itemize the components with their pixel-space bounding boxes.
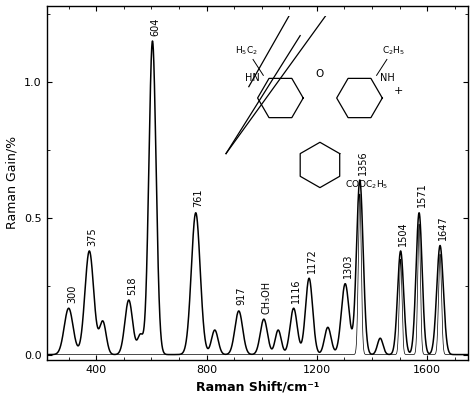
Text: COOC$_2$H$_5$: COOC$_2$H$_5$: [345, 179, 389, 191]
Text: 604: 604: [150, 17, 160, 36]
Y-axis label: Raman Gain/%: Raman Gain/%: [6, 136, 18, 229]
Text: 1172: 1172: [307, 248, 317, 273]
Text: 1116: 1116: [292, 278, 301, 303]
Text: HN: HN: [245, 73, 260, 83]
Text: 1571: 1571: [417, 183, 427, 207]
Text: 1356: 1356: [357, 150, 367, 175]
Text: NH: NH: [380, 73, 395, 83]
Text: C$_2$H$_5$: C$_2$H$_5$: [382, 45, 405, 57]
Text: 917: 917: [237, 287, 246, 306]
Text: 1504: 1504: [398, 221, 409, 245]
Text: 375: 375: [88, 227, 98, 245]
Text: +: +: [394, 86, 403, 96]
Text: 300: 300: [67, 284, 77, 303]
Text: O: O: [316, 69, 324, 79]
Text: CH₃OH: CH₃OH: [262, 280, 272, 314]
Text: H$_5$C$_2$: H$_5$C$_2$: [235, 45, 258, 57]
Text: 518: 518: [127, 276, 137, 294]
Text: 1647: 1647: [438, 215, 448, 240]
Text: 1303: 1303: [343, 254, 353, 278]
X-axis label: Raman Shift/cm⁻¹: Raman Shift/cm⁻¹: [196, 380, 319, 393]
Text: 761: 761: [193, 189, 203, 207]
